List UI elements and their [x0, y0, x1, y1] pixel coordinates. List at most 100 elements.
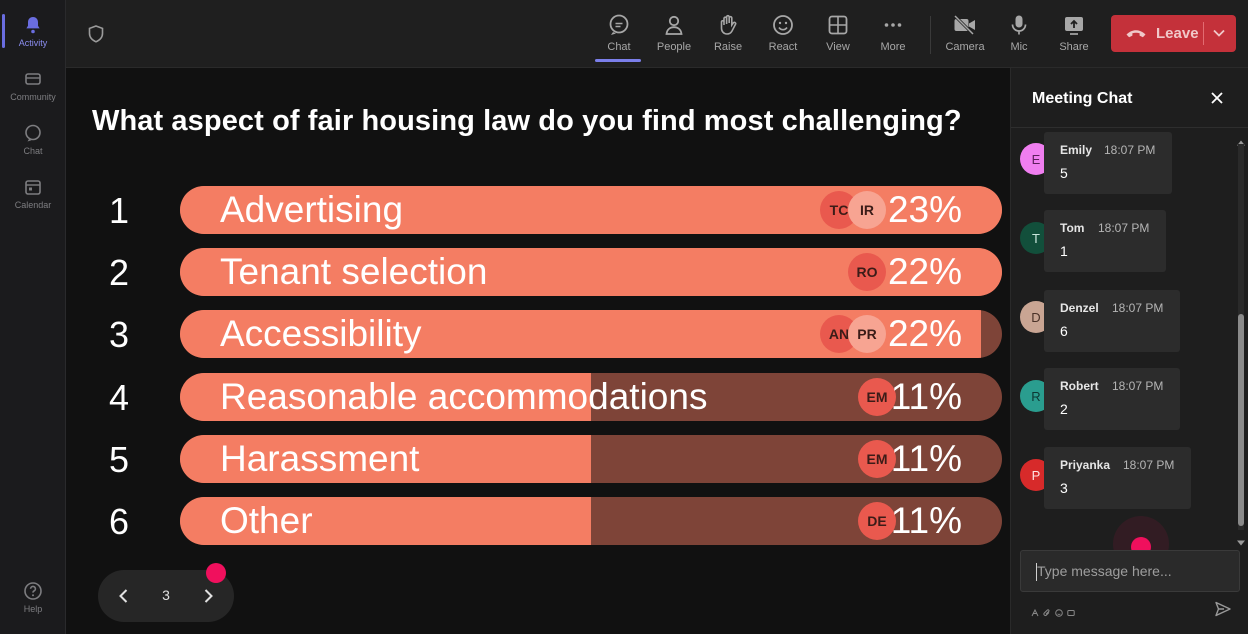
option-number: 1 [108, 190, 130, 231]
format-text-icon[interactable] [1031, 604, 1039, 617]
sender-name: Priyanka [1060, 458, 1111, 472]
page-number: 3 [162, 587, 170, 603]
option-label: Advertising [220, 189, 404, 230]
option-number: 3 [108, 314, 130, 355]
attach-icon[interactable] [1043, 604, 1051, 616]
rail-item-help[interactable]: Help [0, 572, 66, 622]
more-button[interactable]: More [866, 8, 920, 60]
option-number: 5 [108, 439, 130, 480]
scroll-down-icon[interactable] [1237, 534, 1245, 546]
chat-scrollbar[interactable] [1233, 130, 1247, 546]
react-button[interactable]: React [756, 8, 810, 60]
option-label: Harassment [220, 438, 420, 479]
message-text: 3 [1060, 480, 1068, 496]
chat-header: Meeting Chat [1011, 68, 1248, 128]
option-bar[interactable]: Reasonable accommodations EM 11% [180, 373, 1002, 421]
close-icon[interactable] [1209, 90, 1225, 106]
rail-item-community[interactable]: Community [0, 60, 66, 110]
hand-icon [715, 12, 741, 38]
chevron-right-icon[interactable] [198, 586, 218, 606]
rail-label: Help [23, 604, 43, 614]
leave-button-label: Leave [1156, 25, 1199, 42]
avatar-initial: E [1031, 151, 1041, 167]
view-button-label: View [826, 41, 850, 53]
mic-button[interactable]: Mic [992, 8, 1046, 60]
chat-message: Priyanka 18:07 PM 3 [1044, 447, 1191, 509]
meeting-toolbar: Chat People Raise React View More [66, 0, 1248, 68]
option-bar-fill [180, 373, 591, 421]
voter-badge: EM [858, 378, 896, 416]
more-button-label: More [880, 41, 906, 53]
option-percent: 11% [890, 438, 962, 479]
phone-hangup-icon [1125, 27, 1147, 41]
more-dots-icon [880, 12, 906, 38]
help-icon [22, 580, 44, 602]
sender-name: Robert [1060, 379, 1099, 393]
option-bar[interactable]: Advertising TC IR 23% [180, 186, 1002, 234]
raise-hand-button[interactable]: Raise [701, 8, 755, 60]
bell-icon [22, 14, 44, 36]
option-label: Reasonable accommodations [220, 376, 708, 417]
scroll-thumb[interactable] [1238, 314, 1244, 526]
calendar-icon [22, 176, 44, 198]
share-screen-icon [1061, 12, 1087, 38]
rail-item-chat[interactable]: Chat [0, 114, 66, 164]
message-time: 18:07 PM [1098, 221, 1150, 235]
chat-button[interactable]: Chat [592, 8, 646, 62]
option-number: 6 [108, 501, 130, 542]
scroll-up-icon[interactable] [1237, 134, 1245, 146]
chat-message: Robert 18:07 PM 2 [1044, 368, 1180, 430]
text-caret [1036, 563, 1037, 581]
mic-button-label: Mic [1010, 41, 1028, 53]
share-button[interactable]: Share [1047, 8, 1101, 60]
react-button-label: React [768, 41, 798, 53]
leave-button[interactable]: Leave [1111, 15, 1236, 52]
rail-item-calendar[interactable]: Calendar [0, 168, 66, 218]
pointer-indicator [206, 563, 226, 583]
send-icon[interactable] [1214, 600, 1232, 618]
people-icon [661, 12, 687, 38]
gif-icon[interactable] [1067, 604, 1075, 616]
option-bar[interactable]: Other DE 11% [180, 497, 1002, 545]
chevron-left-icon[interactable] [114, 586, 134, 606]
camera-button-label: Camera [945, 41, 985, 53]
option-bar[interactable]: Harassment EM 11% [180, 435, 1002, 483]
option-percent: 23% [887, 189, 962, 230]
option-bar[interactable]: Accessibility AN PR 22% [180, 310, 1002, 358]
message-text: 5 [1060, 165, 1068, 181]
rail-label: Calendar [14, 200, 52, 210]
community-icon [22, 68, 44, 90]
poll-option: 6 Other DE 11% [106, 497, 1006, 545]
message-input[interactable]: Type message here... [1020, 550, 1240, 592]
poll-stage: What aspect of fair housing law do you f… [66, 68, 1010, 634]
avatar-initial: R [1031, 388, 1041, 404]
message-text: 1 [1060, 243, 1068, 259]
message-text: 6 [1060, 323, 1068, 339]
option-bar-fill [180, 497, 591, 545]
leave-divider [1203, 22, 1204, 45]
grid-view-icon [825, 12, 851, 38]
rail-item-activity[interactable]: Activity [0, 6, 66, 56]
view-button[interactable]: View [811, 8, 865, 60]
option-number: 2 [108, 252, 130, 293]
option-bar[interactable]: Tenant selection RO 22% [180, 248, 1002, 296]
option-percent: 11% [890, 500, 962, 541]
smiley-icon [770, 12, 796, 38]
voter-badge: PR [848, 315, 886, 353]
chevron-down-icon[interactable] [1211, 26, 1227, 40]
people-button-label: People [656, 41, 692, 53]
option-label: Accessibility [220, 313, 422, 354]
avatar-initial: P [1031, 467, 1041, 483]
poll-option: 2 Tenant selection RO 22% [106, 248, 1006, 296]
option-bar-fill [180, 435, 591, 483]
avatar-initial: D [1031, 309, 1041, 325]
chat-message: Denzel 18:07 PM 6 [1044, 290, 1180, 352]
option-percent: 22% [887, 251, 962, 292]
camera-button[interactable]: Camera [938, 8, 992, 60]
message-text: 2 [1060, 401, 1068, 417]
option-percent: 22% [887, 313, 962, 354]
emoji-icon[interactable] [1055, 604, 1063, 617]
app-rail: Activity Community Chat Calendar Help [0, 0, 66, 634]
shield-icon[interactable] [86, 24, 106, 44]
people-button[interactable]: People [647, 8, 701, 60]
